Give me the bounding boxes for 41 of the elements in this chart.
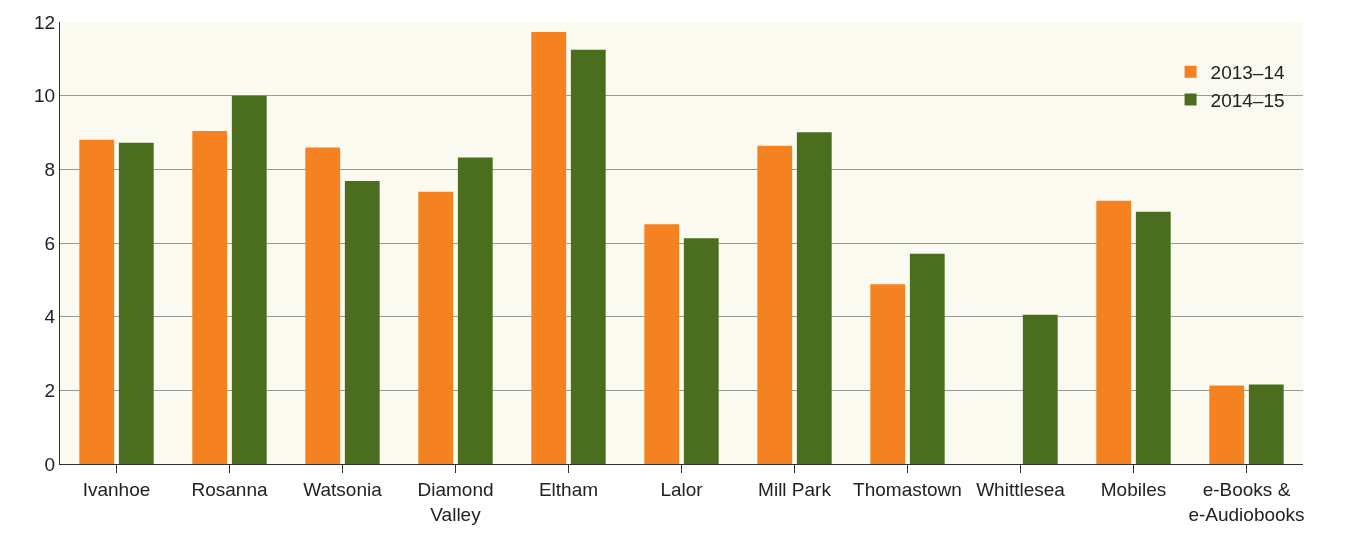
- x-tick-label: Mobiles: [1100, 478, 1167, 500]
- legend-label: 2014–15: [1210, 89, 1285, 111]
- y-tick-label: 12: [34, 11, 56, 33]
- bar: [1135, 211, 1171, 464]
- y-tick-label: 2: [44, 379, 56, 401]
- bar: [418, 191, 454, 464]
- bar: [305, 147, 341, 464]
- x-tick-label: Whittlesea: [976, 478, 1066, 500]
- y-tick-label: 0: [44, 453, 56, 475]
- x-tick-label: Mill Park: [758, 478, 832, 500]
- bar: [757, 145, 793, 464]
- bar: [683, 238, 719, 464]
- x-tick-label: Eltham: [538, 478, 599, 500]
- y-tick-label: 8: [44, 158, 56, 180]
- bar: [870, 284, 906, 464]
- bar: [231, 95, 267, 464]
- bar: [344, 181, 380, 464]
- bar: [570, 49, 606, 464]
- bar: [644, 224, 680, 464]
- bar: [1022, 314, 1058, 464]
- bar: [531, 31, 567, 464]
- bar: [909, 253, 945, 464]
- bar: [1096, 200, 1132, 464]
- y-tick-label: 10: [34, 85, 56, 107]
- bar: [79, 139, 115, 464]
- x-tick-label: e-Books & e-Audiobooks: [1188, 478, 1305, 525]
- x-tick-label: Ivanhoe: [82, 478, 151, 500]
- bar: [1248, 384, 1284, 464]
- y-tick-label: 6: [44, 232, 56, 254]
- x-tick-label: Lalor: [660, 478, 704, 500]
- x-tick-label: Rosanna: [191, 478, 268, 500]
- bar: [796, 132, 832, 464]
- bar: [118, 142, 154, 464]
- legend-label: 2013–14: [1210, 62, 1285, 84]
- y-tick-label: 4: [44, 306, 56, 328]
- bar: [192, 131, 228, 464]
- bar: [457, 157, 493, 464]
- x-tick-label: Thomastown: [853, 478, 962, 500]
- x-tick-label: Watsonia: [303, 478, 383, 500]
- bar: [1209, 385, 1245, 464]
- x-tick-label: Diamond Valley: [417, 478, 494, 525]
